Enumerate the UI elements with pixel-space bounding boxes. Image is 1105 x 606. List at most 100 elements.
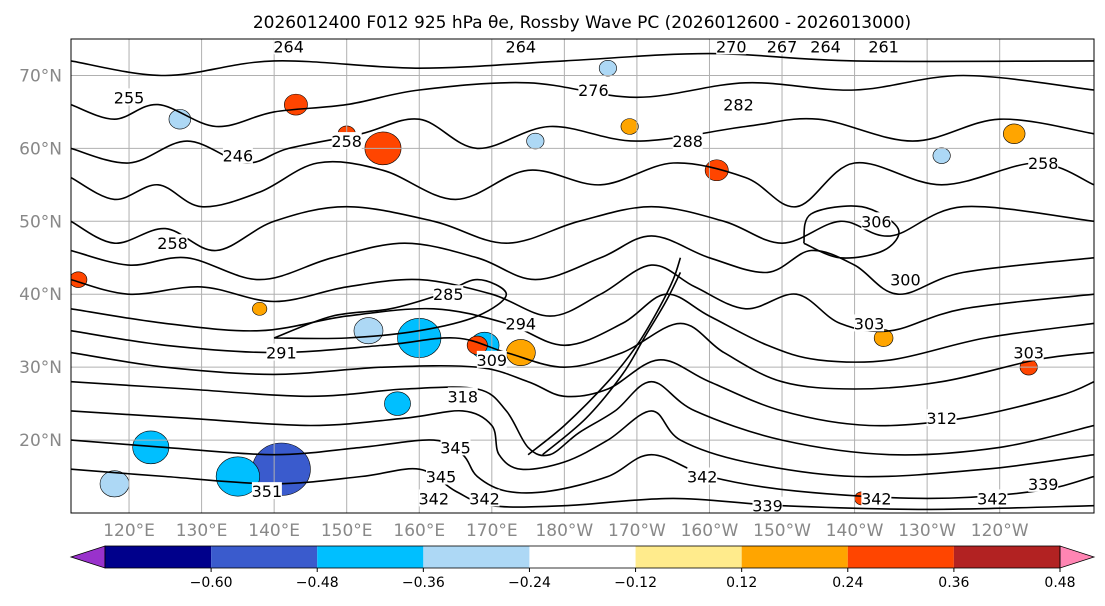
shading-blob (598, 59, 617, 77)
contour-label-bg (977, 489, 1008, 507)
contour-label-bg (810, 39, 841, 55)
longitude-labels: 120°E 130°E 140°E 150°E 160°E 170°E 180°W 170°W… (103, 521, 1029, 541)
contour-label: 255 (114, 88, 145, 107)
contour-label-bg (1028, 474, 1059, 492)
contour-label: 318 (448, 387, 479, 406)
contour-label: 288 (672, 132, 703, 151)
shading-blob (215, 456, 260, 497)
contour-label: 282 (723, 96, 754, 115)
contour-label-bg (222, 146, 253, 164)
contour-label-bg (723, 95, 754, 113)
map-frame (70, 38, 1095, 514)
contour-label-bg (426, 467, 457, 485)
contour-label-bg (418, 489, 449, 507)
contour-label: 306 (861, 212, 892, 231)
contour-label-bg (440, 438, 471, 456)
contour-line (71, 235, 1094, 296)
contour-label-bg (469, 489, 500, 507)
colorbar-tick-label: 0.24 (832, 575, 863, 591)
contour-label-bg (114, 88, 145, 106)
contour-label-bg (476, 350, 507, 368)
contour-line (71, 52, 1094, 77)
colorbar-segment (317, 546, 424, 568)
contour-label: 339 (752, 497, 783, 516)
contour-label: 309 (477, 351, 508, 370)
contour-label-bg (861, 212, 892, 230)
colorbar-tick-label: −0.24 (508, 575, 551, 591)
lon-label: 160°W (681, 521, 739, 541)
shading-blob (284, 93, 308, 116)
contour-label-bg (578, 81, 609, 99)
contour-label: 345 (426, 468, 457, 487)
lat-label: 60°N (19, 139, 62, 159)
colorbar-tick-label: −0.36 (402, 575, 445, 591)
colorbar-tick-label: −0.12 (614, 575, 657, 591)
contour-label: 258 (331, 132, 362, 151)
colorbar-segment (635, 546, 742, 568)
contour-label: 267 (767, 37, 798, 56)
lon-label: 120°E (103, 521, 155, 541)
lon-label: 140°W (826, 521, 884, 541)
contour-label: 300 (890, 271, 921, 290)
lat-label: 40°N (19, 285, 62, 305)
contour-label-bg (1013, 343, 1044, 361)
shading-blob (932, 147, 951, 164)
colorbar-tick-label: −0.60 (190, 575, 233, 591)
contour-line (273, 278, 508, 340)
colorbar-tick-label: −0.48 (296, 575, 339, 591)
colorbar-tick-label: 0.12 (726, 575, 757, 591)
lon-label: 150°W (753, 521, 811, 541)
lat-label: 20°N (19, 431, 62, 451)
contour-label-bg (1028, 153, 1059, 171)
lon-label: 130°W (898, 521, 956, 541)
contour-label-bg (447, 387, 478, 405)
contour-line (71, 409, 1094, 478)
colorbar-segment (105, 546, 212, 568)
contour-line (803, 205, 900, 259)
colorbar-tick-label: 0.36 (938, 575, 969, 591)
lon-label: 160°E (393, 521, 445, 541)
contour-label-bg (672, 132, 703, 150)
contour-label: 294 (506, 314, 537, 333)
colorbar-segment (847, 546, 954, 568)
lon-label: 130°E (176, 521, 228, 541)
lon-label: 140°E (248, 521, 300, 541)
colorbar-segment (741, 546, 848, 568)
contour-label-bg (752, 496, 783, 513)
lon-label: 180°W (535, 521, 593, 541)
contour-label: 285 (433, 285, 464, 304)
contour-label-bg (157, 234, 188, 252)
map-title: 2026012400 F012 925 hPa θe, Rossby Wave … (253, 13, 911, 33)
contour-labels: 264 264 270 267 264 261 255 276 282 246 258 288 258 3… (114, 37, 1059, 516)
contour-label: 276 (578, 81, 609, 100)
shading-blob (704, 159, 729, 182)
shading-blob (506, 339, 536, 366)
contour-label-bg (266, 343, 297, 361)
colorbar-segment (953, 546, 1060, 568)
contour-label: 258 (157, 234, 188, 253)
shading-blob (526, 132, 545, 150)
shading-blob (620, 118, 639, 135)
lon-label: 150°E (321, 521, 373, 541)
colorbar-segment (529, 546, 636, 568)
contour-label-bg (767, 39, 798, 55)
contour-line (527, 257, 682, 456)
contour-label: 342 (861, 489, 892, 508)
contour-label: 342 (687, 468, 718, 487)
contour-line (71, 117, 1094, 164)
contour-label: 351 (252, 482, 283, 501)
contour-label: 303 (1013, 344, 1044, 363)
contour-label: 270 (716, 37, 747, 56)
contour-label: 312 (926, 409, 957, 428)
contour-label: 342 (469, 489, 500, 508)
lat-label: 50°N (19, 212, 62, 232)
contour-label-bg (273, 39, 304, 55)
contour-label: 264 (273, 37, 304, 56)
contour-label: 339 (1028, 475, 1059, 494)
contour-label-bg (251, 482, 282, 500)
contour-label: 246 (223, 147, 254, 166)
shading-blob (353, 317, 384, 345)
lon-label: 170°E (466, 521, 518, 541)
contour-line (71, 380, 1094, 457)
contour-label-bg (716, 39, 747, 55)
